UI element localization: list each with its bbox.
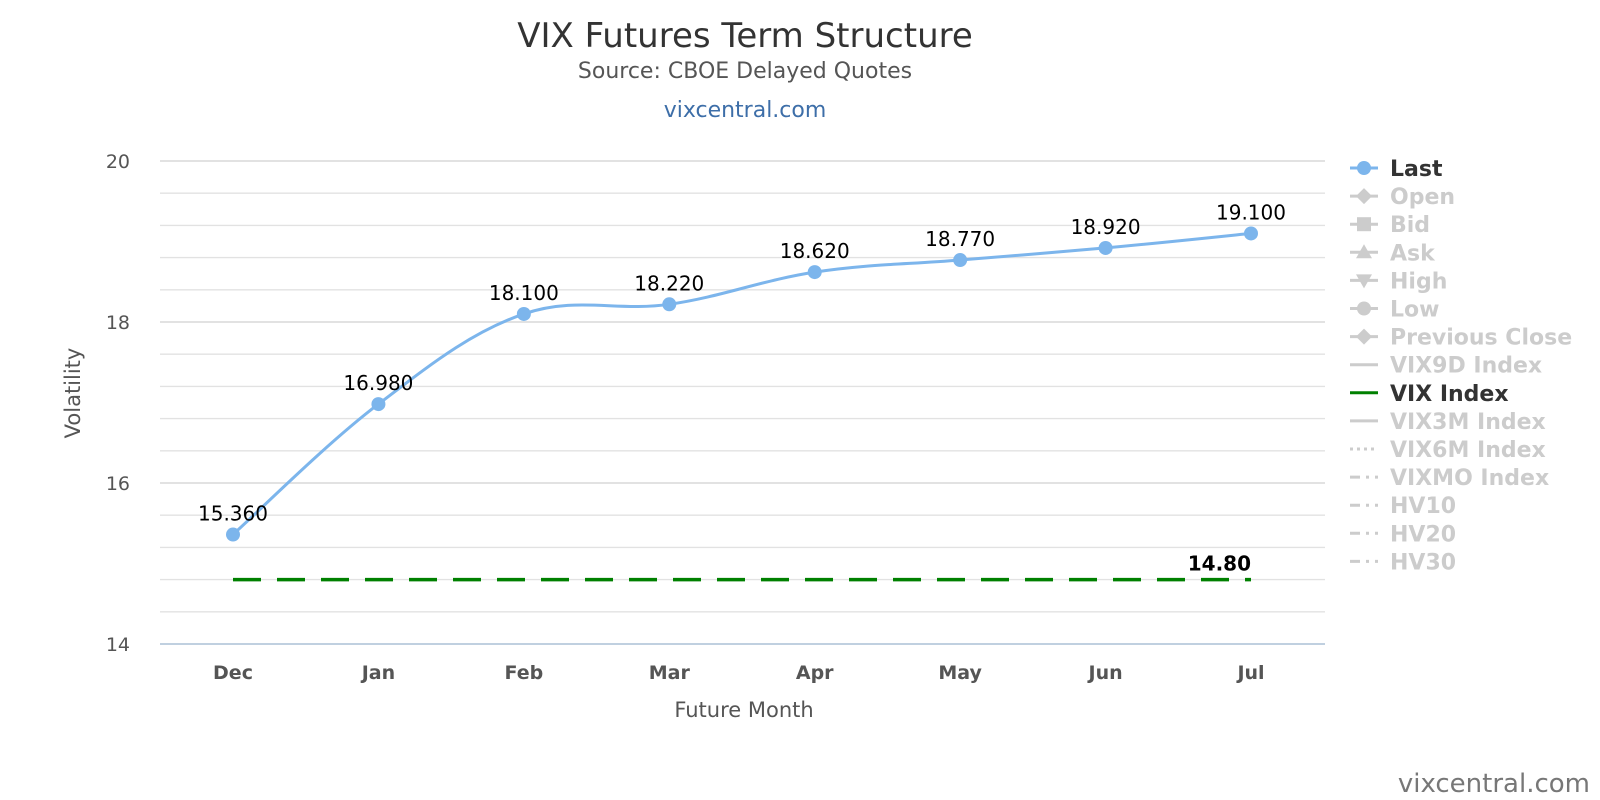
last-point[interactable]	[371, 397, 386, 412]
legend-label: HV10	[1390, 494, 1456, 519]
y-axis-title: Volatility	[61, 348, 85, 439]
legend-marker	[1356, 274, 1372, 289]
last-data-label: 18.770	[925, 227, 995, 251]
legend-label: Open	[1390, 185, 1455, 210]
x-tick-label: Jul	[1235, 662, 1264, 684]
legend-item[interactable]: HV20	[1350, 522, 1456, 547]
legend-item[interactable]: VIXMO Index	[1350, 466, 1549, 491]
legend-label: Last	[1390, 157, 1443, 182]
y-tick-label: 16	[106, 473, 130, 495]
legend-item[interactable]: HV10	[1350, 494, 1456, 519]
legend-label: Previous Close	[1390, 326, 1572, 351]
last-point[interactable]	[516, 306, 531, 321]
legend-label: VIX9D Index	[1390, 354, 1542, 379]
watermark: vixcentral.com	[1398, 769, 1590, 799]
legend-item[interactable]: VIX Index	[1350, 382, 1509, 407]
x-tick-label: May	[938, 662, 982, 684]
legend-label: VIX Index	[1390, 382, 1509, 407]
x-axis-ticks: Dec Jan Feb Mar Apr May Jun Jul	[213, 662, 1265, 684]
x-tick-label: Dec	[213, 662, 253, 684]
legend-label: HV30	[1390, 550, 1456, 575]
legend-item[interactable]: VIX9D Index	[1350, 354, 1542, 379]
legend-marker	[1357, 217, 1371, 232]
x-axis-title: Future Month	[674, 698, 813, 722]
x-tick-label: Apr	[796, 662, 834, 684]
legend-item[interactable]: Low	[1350, 298, 1439, 323]
last-point[interactable]	[662, 297, 677, 312]
legend-item[interactable]: VIX6M Index	[1350, 438, 1546, 463]
legend-item[interactable]: Previous Close	[1350, 326, 1572, 351]
legend-item[interactable]: VIX3M Index	[1350, 410, 1546, 435]
legend-item[interactable]: Open	[1350, 185, 1455, 210]
legend-item[interactable]: HV30	[1350, 550, 1456, 575]
legend-item[interactable]: High	[1350, 269, 1447, 294]
last-data-label: 18.620	[780, 239, 850, 263]
gridlines	[160, 160, 1325, 645]
x-tick-label: Jun	[1087, 662, 1123, 684]
legend-label: High	[1390, 269, 1447, 294]
legend-marker	[1356, 188, 1372, 205]
x-tick-label: Mar	[649, 662, 691, 684]
last-data-label: 18.100	[489, 281, 559, 305]
last-data-label: 15.360	[198, 502, 268, 526]
last-point[interactable]	[1244, 226, 1258, 241]
legend-marker	[1357, 161, 1371, 175]
y-axis-ticks: 14 16 18 20	[106, 151, 130, 656]
last-series-line	[231, 231, 1252, 536]
last-data-label: 18.220	[634, 271, 704, 295]
legend-label: HV20	[1390, 522, 1456, 547]
series-layer: 14.80 15.360 16.980 18.100 18.220 18.620 18.77…	[198, 200, 1286, 582]
legend-marker	[1356, 328, 1372, 345]
y-tick-label: 18	[106, 312, 130, 334]
last-data-label: 16.980	[343, 371, 413, 395]
legend-marker	[1357, 301, 1371, 316]
legend-label: Low	[1390, 298, 1439, 323]
last-data-label: 18.920	[1071, 215, 1141, 239]
legend-label: VIX6M Index	[1390, 438, 1546, 463]
last-point[interactable]	[807, 265, 822, 280]
last-point[interactable]	[953, 253, 968, 268]
y-tick-label: 20	[106, 151, 130, 173]
legend-marker	[1356, 244, 1372, 259]
x-tick-label: Feb	[505, 662, 544, 684]
site-link[interactable]: vixcentral.com	[664, 98, 827, 123]
legend-item[interactable]: Last	[1350, 157, 1443, 182]
legend-label: Ask	[1390, 241, 1436, 266]
legend-label: VIXMO Index	[1390, 466, 1549, 491]
legend-item[interactable]: Bid	[1350, 213, 1430, 238]
last-data-label: 19.100	[1216, 200, 1286, 224]
vix-index-label: 14.80	[1188, 552, 1251, 576]
legend-label: VIX3M Index	[1390, 410, 1546, 435]
legend-label: Bid	[1390, 213, 1430, 238]
x-tick-label: Jan	[360, 662, 395, 684]
chart-title: VIX Futures Term Structure	[517, 16, 973, 56]
last-point[interactable]	[1098, 240, 1113, 255]
last-point[interactable]	[226, 527, 240, 542]
legend: Last Open Bid Ask High Low Previous Close VIX9D…	[1350, 157, 1572, 575]
y-tick-label: 14	[106, 634, 130, 656]
legend-item[interactable]: Ask	[1350, 241, 1436, 266]
chart-subtitle: Source: CBOE Delayed Quotes	[578, 59, 912, 84]
